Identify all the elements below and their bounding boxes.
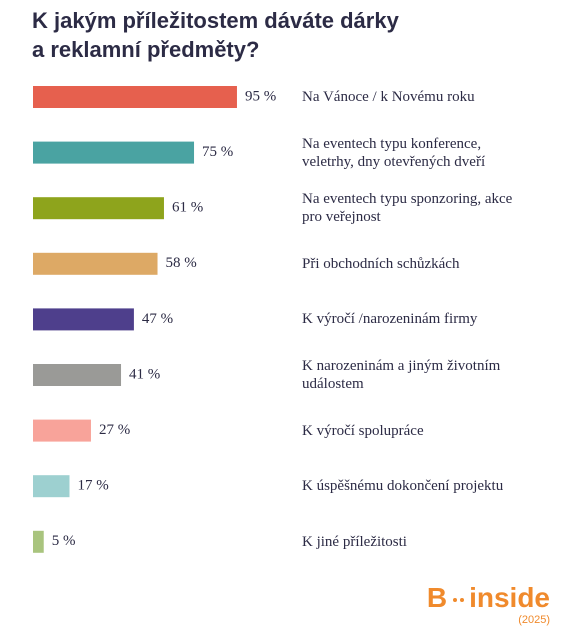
bar: [33, 308, 134, 331]
value-label: 75 %: [202, 144, 233, 160]
bar: [33, 530, 44, 553]
category-label: Na Vánoce / k Novému roku: [302, 89, 475, 105]
value-label: 5 %: [52, 533, 76, 549]
bar: [33, 252, 158, 275]
logo-left: B: [426, 582, 448, 613]
category-label: Na eventech typu konference, veletrhy, d…: [302, 135, 486, 170]
bar: [33, 197, 164, 220]
bar: [33, 475, 70, 498]
chart-title: K jakým příležitostem dáváte dárky a rek…: [32, 8, 399, 62]
value-label: 95 %: [245, 88, 276, 104]
bar: [33, 419, 91, 442]
logo-year: (2025): [518, 614, 550, 626]
category-label: K narozeninám a jiným životním událostem: [302, 358, 501, 392]
value-label: 41 %: [129, 366, 160, 382]
bar: [33, 141, 195, 164]
logo-right: inside: [469, 582, 550, 613]
value-label: 17 %: [77, 478, 108, 494]
value-label: 27 %: [99, 422, 130, 438]
value-label: 47 %: [142, 311, 173, 327]
bar: [33, 86, 237, 108]
category-label: K výročí spolupráce: [302, 422, 424, 439]
logo-dot: [453, 598, 457, 602]
bar: [33, 364, 122, 386]
category-label: K úspěšnému dokončení projektu: [302, 478, 504, 495]
value-label: 58 %: [166, 255, 197, 271]
category-label: K výročí /narozeninám firmy: [302, 311, 478, 328]
category-label: Na eventech typu sponzoring, akce pro ve…: [302, 191, 513, 226]
value-label: 61 %: [172, 200, 203, 216]
category-label: Při obchodních schůzkách: [302, 255, 460, 272]
logo-dot: [460, 598, 464, 602]
category-label: K jiné příležitosti: [302, 533, 407, 550]
